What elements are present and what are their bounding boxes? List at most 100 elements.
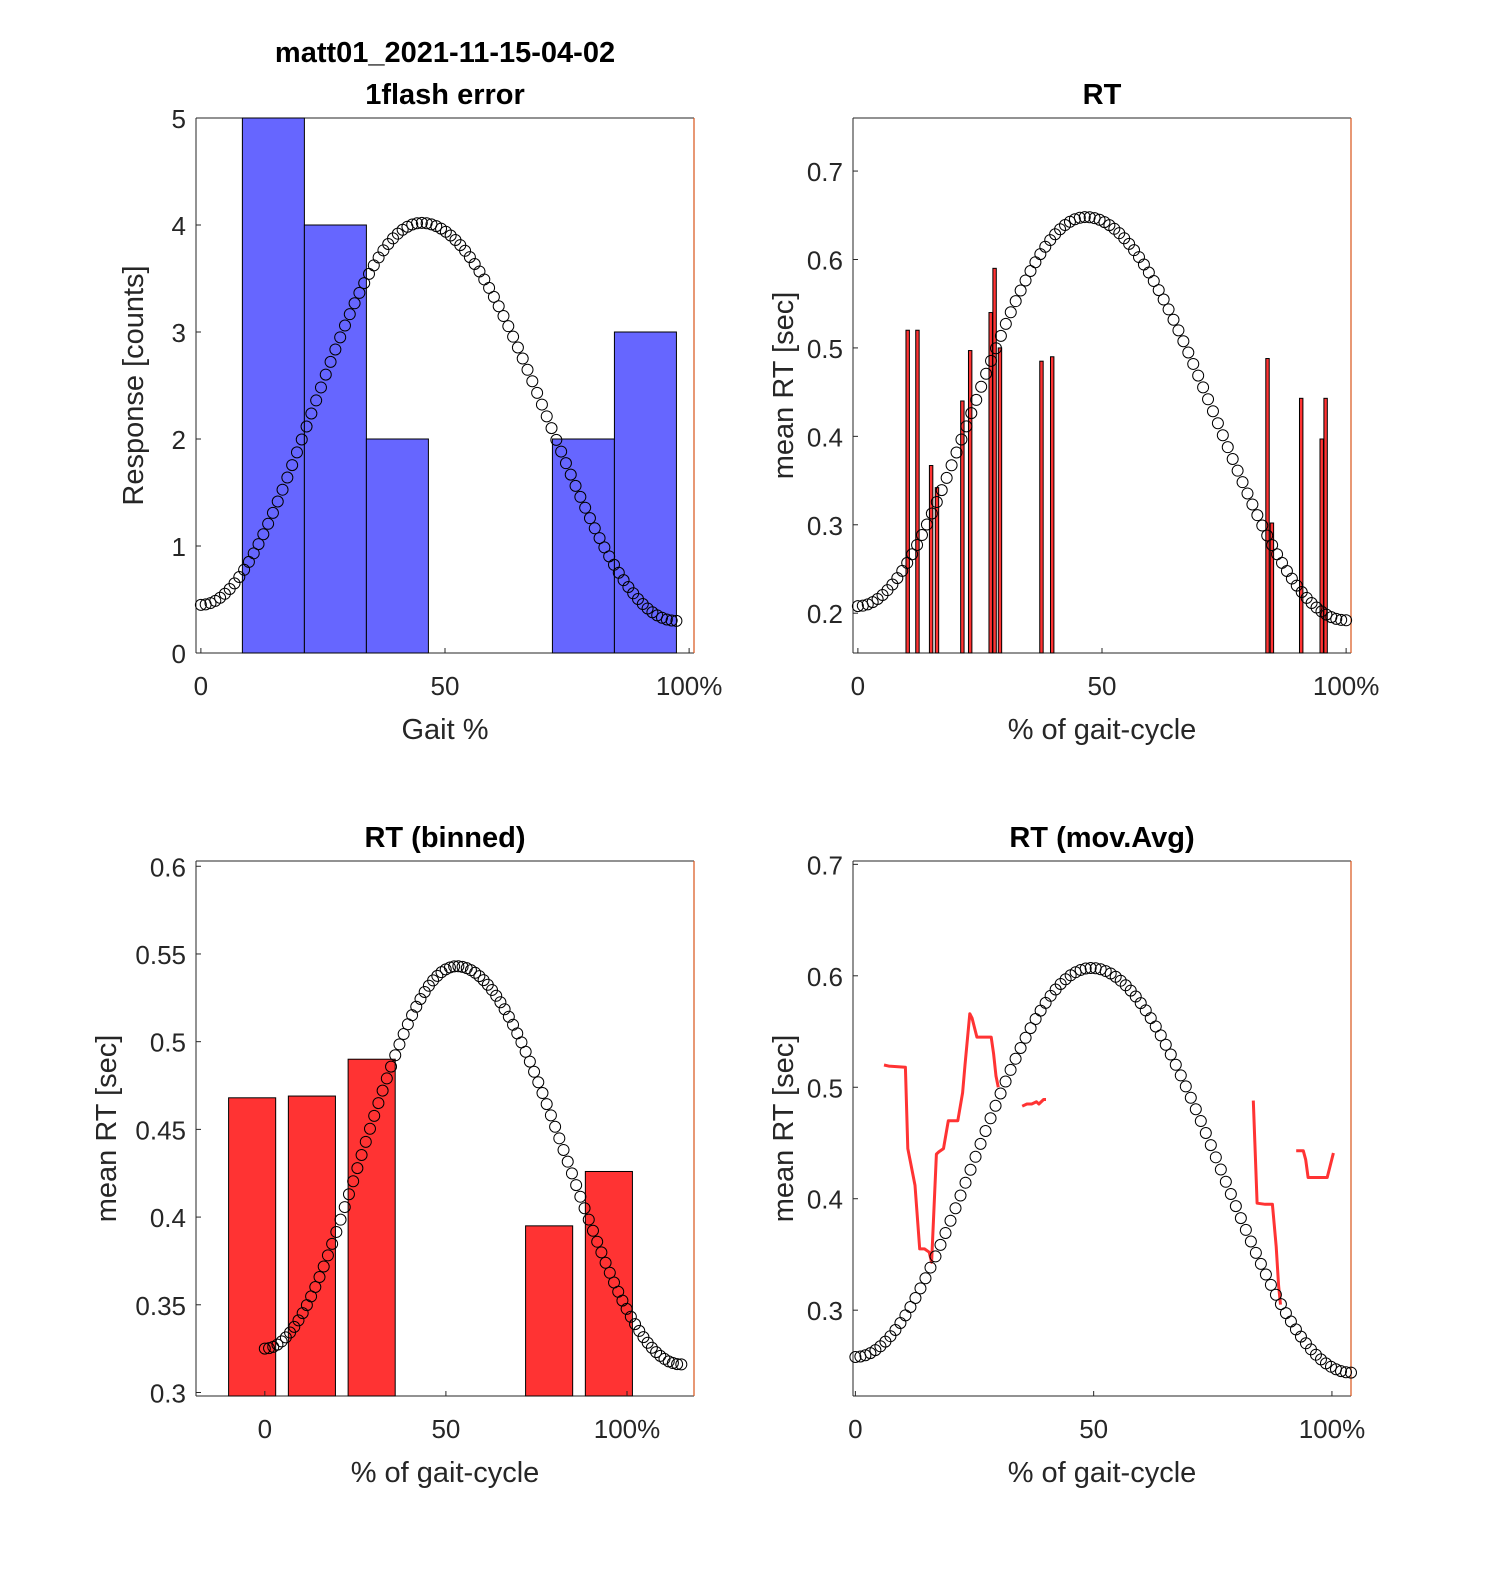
gait-curve-point — [915, 529, 928, 542]
x-tick-label: 50 — [431, 671, 460, 701]
gait-curve-point — [924, 1261, 937, 1274]
gait-curve-point — [1199, 1127, 1212, 1140]
gait-curve-point — [620, 1302, 633, 1315]
gait-curve-point — [314, 381, 327, 394]
gait-curve-point — [569, 479, 582, 492]
gait-curve-point — [348, 297, 361, 310]
gait-curve-point — [1073, 211, 1086, 224]
gait-curve-point — [1284, 1315, 1297, 1328]
gait-curve-point — [418, 986, 431, 999]
gait-curve-point — [1024, 1022, 1037, 1035]
gait-curve-point — [1079, 962, 1092, 975]
x-tick-label: 100% — [1313, 671, 1380, 701]
gait-curve-point — [271, 1338, 284, 1351]
gait-curve-point — [367, 259, 380, 272]
gait-curve-point — [1094, 963, 1107, 976]
rt-bar — [1323, 397, 1328, 654]
gait-curve-point — [1167, 313, 1180, 326]
gait-curve-point — [324, 355, 337, 368]
y-tick-label: 0.35 — [135, 1291, 186, 1321]
x-tick-label: 100% — [1299, 1414, 1366, 1444]
gait-curve-point — [376, 1084, 389, 1097]
y-tick-label: 0.4 — [807, 1185, 843, 1215]
gait-curve-point — [459, 244, 472, 257]
gait-curve-point — [427, 974, 440, 987]
gait-curve-point — [1209, 1151, 1222, 1164]
x-tick-label: 50 — [431, 1414, 460, 1444]
gait-curve-point — [502, 320, 515, 333]
gait-curve-point — [1174, 1069, 1187, 1082]
gait-curve-point — [550, 433, 563, 446]
gait-curve-point — [391, 227, 404, 240]
histogram-bar — [613, 331, 677, 654]
gait-curve-point — [347, 1175, 360, 1188]
gait-curve-point — [1142, 266, 1155, 279]
gait-curve-point — [561, 1155, 574, 1168]
gait-curve-point — [313, 1271, 326, 1284]
gait-curve-point — [1231, 464, 1244, 477]
gait-curve-point — [578, 1202, 591, 1215]
gait-curve-point — [502, 1010, 515, 1023]
gait-curve-point — [497, 310, 510, 323]
gait-curve-point — [859, 1349, 872, 1362]
gait-curve-point — [1202, 393, 1215, 406]
gait-curve-point — [276, 483, 289, 496]
gait-curve-point — [290, 446, 303, 459]
gait-curve-point — [636, 598, 649, 611]
rt-bar — [928, 465, 934, 654]
gait-curve-point — [1249, 1246, 1262, 1259]
gait-curve-point — [477, 974, 490, 987]
y-tick-label: 0.4 — [807, 422, 843, 452]
x-axis-label: % of gait-cycle — [1008, 714, 1197, 746]
gait-curve-point — [914, 1282, 927, 1295]
gait-curve-point — [909, 1291, 922, 1304]
gait-curve-point — [1340, 614, 1353, 627]
gait-curve-point — [555, 445, 568, 458]
gait-curve-point — [593, 532, 606, 545]
gait-curve-point — [521, 363, 534, 376]
gait-curve-point — [1014, 284, 1027, 297]
gait-curve-point — [368, 1109, 381, 1122]
gait-curve-point — [1019, 1031, 1032, 1044]
gait-curve-point — [1339, 1366, 1352, 1379]
chart-title: RT — [1083, 79, 1122, 111]
gait-curve-point — [1289, 1323, 1302, 1336]
y-axis-label: mean RT [sec] — [768, 292, 800, 480]
gait-curve-point — [989, 1099, 1002, 1112]
gait-curve-point — [473, 970, 486, 983]
gait-curve-point — [326, 1237, 339, 1250]
gait-curve-point — [1154, 1029, 1167, 1042]
gait-curve-point — [1266, 539, 1279, 552]
rt-bar — [997, 347, 1003, 654]
gait-curve-point — [194, 598, 207, 611]
gait-curve-point — [591, 1235, 604, 1248]
gait-curve-point — [319, 368, 332, 381]
histogram-bar — [241, 117, 305, 654]
gait-curve-point — [911, 538, 924, 551]
gait-curve-point — [1345, 1366, 1357, 1379]
gait-curve-point — [1139, 1004, 1152, 1017]
gait-curve-point — [544, 1109, 557, 1122]
gait-curve-point — [1279, 1307, 1292, 1320]
moving-average-line — [1296, 1149, 1335, 1179]
gait-curve-point — [389, 1049, 402, 1062]
gait-curve-point — [1244, 1235, 1257, 1248]
gait-curve-point — [904, 1300, 917, 1313]
gait-curve-point — [444, 229, 457, 242]
y-tick-label: 0.2 — [807, 599, 843, 629]
gait-curve-point — [1246, 498, 1259, 511]
x-tick-label: 0 — [851, 671, 865, 701]
gait-curve-point — [1197, 381, 1210, 394]
gait-curve-point — [410, 1000, 423, 1013]
gait-curve-point — [469, 966, 482, 979]
gait-curve-point — [372, 1097, 385, 1110]
gait-curve-point — [1259, 1268, 1272, 1281]
gait-curve-point — [851, 600, 864, 613]
gait-curve-point — [1182, 346, 1195, 359]
rt-bar — [915, 329, 920, 654]
x-tick-label: 100% — [656, 671, 723, 701]
gait-curve-point — [954, 1189, 967, 1202]
gait-curve-point — [1192, 369, 1205, 382]
gait-curve-point — [1236, 476, 1249, 489]
